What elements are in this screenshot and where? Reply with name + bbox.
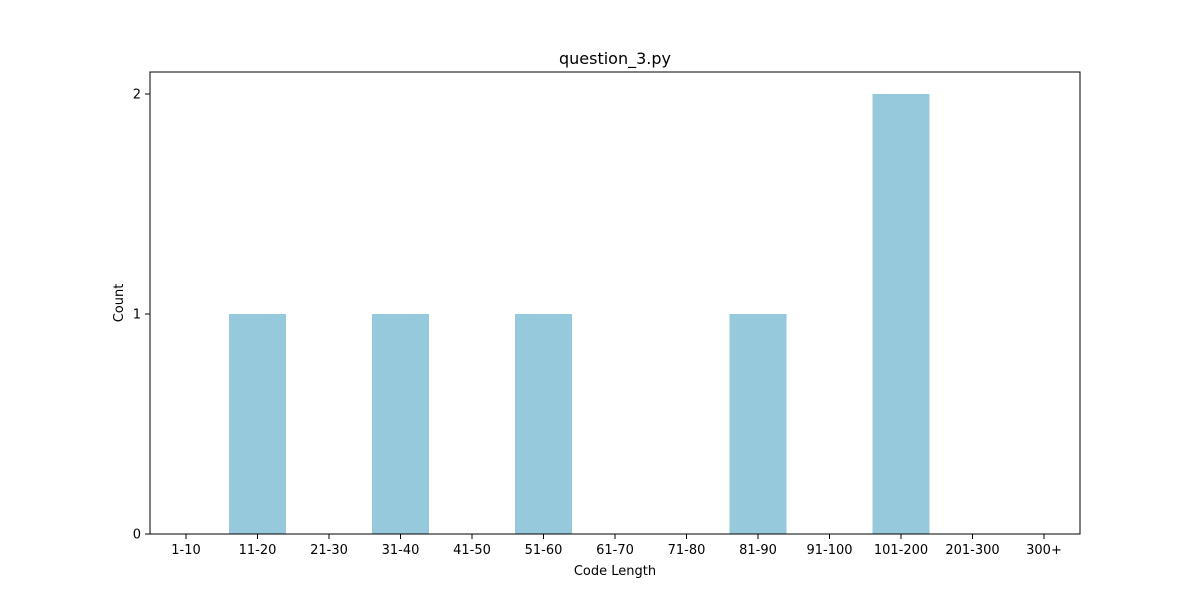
- plot-frame: [149, 71, 1081, 535]
- x-tick-label: 71-80: [668, 543, 706, 558]
- x-tick-label: 11-20: [239, 543, 277, 558]
- x-tick-label: 300+: [1026, 543, 1062, 558]
- chart-title: question_3.py: [559, 49, 671, 69]
- x-tick-label: 91-100: [806, 543, 852, 558]
- x-tick-label: 201-300: [945, 543, 999, 558]
- y-tick-label: 2: [133, 88, 141, 103]
- x-tick-label: 51-60: [525, 543, 563, 558]
- bar-11-20: [229, 314, 286, 534]
- bar-101-200: [872, 94, 930, 534]
- x-axis-label: Code Length: [574, 564, 656, 579]
- x-tick-label: 41-50: [453, 543, 491, 558]
- x-tick-label: 31-40: [382, 543, 420, 558]
- x-tick-label: 61-70: [596, 543, 634, 558]
- x-tick-label: 101-200: [874, 543, 928, 558]
- y-axis-label: Count: [112, 284, 127, 323]
- x-tick-label: 21-30: [310, 543, 348, 558]
- x-axis-ticks: 1-10 11-20 21-30 31-40 41-50 51-60 61-70 71-80 8…: [171, 534, 1062, 558]
- y-axis-ticks: 0 1 2: [133, 88, 150, 543]
- bar-31-40: [372, 314, 429, 534]
- x-tick-label: 1-10: [171, 543, 201, 558]
- bars-group: [229, 94, 930, 534]
- y-tick-label: 0: [133, 528, 141, 543]
- y-tick-label: 1: [133, 308, 141, 323]
- x-tick-label: 81-90: [739, 543, 777, 558]
- bar-51-60: [515, 314, 572, 534]
- bar-81-90: [729, 314, 787, 534]
